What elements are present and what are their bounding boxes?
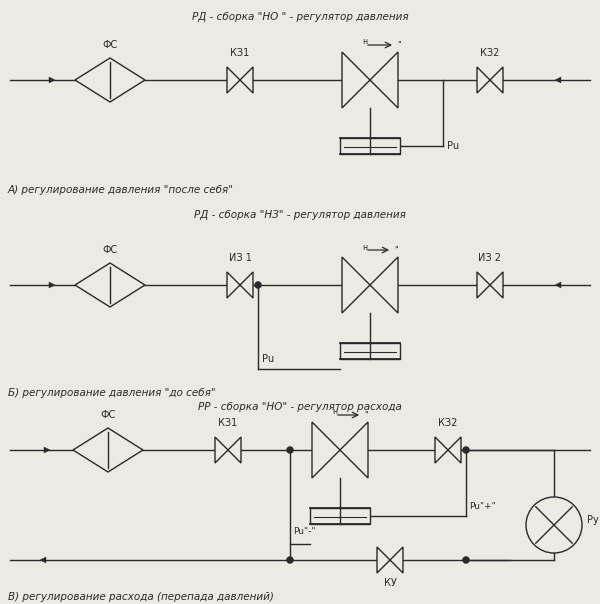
Text: А) регулирование давления "после себя": А) регулирование давления "после себя" xyxy=(8,185,234,195)
Text: н: н xyxy=(332,408,337,417)
Text: ФС: ФС xyxy=(103,40,118,50)
Polygon shape xyxy=(75,263,145,307)
Bar xyxy=(340,343,400,359)
Polygon shape xyxy=(390,547,403,573)
Polygon shape xyxy=(342,52,370,108)
Text: КЗ1: КЗ1 xyxy=(230,48,250,58)
Polygon shape xyxy=(477,67,490,93)
Polygon shape xyxy=(228,437,241,463)
Text: ": " xyxy=(394,245,398,254)
Text: ": " xyxy=(397,40,401,50)
Circle shape xyxy=(287,446,293,454)
Polygon shape xyxy=(377,547,390,573)
Text: Ру: Ру xyxy=(587,515,599,525)
Polygon shape xyxy=(370,52,398,108)
Text: РР - сборка "НО" - регулятор расхода: РР - сборка "НО" - регулятор расхода xyxy=(198,402,402,412)
Polygon shape xyxy=(342,257,370,313)
Polygon shape xyxy=(73,428,143,472)
Polygon shape xyxy=(227,272,240,298)
Polygon shape xyxy=(370,257,398,313)
Text: В) регулирование расхода (перепада давлений): В) регулирование расхода (перепада давле… xyxy=(8,592,274,602)
Bar xyxy=(310,508,370,524)
Polygon shape xyxy=(555,282,561,288)
Polygon shape xyxy=(240,67,253,93)
Text: РД - сборка "НЗ" - регулятор давления: РД - сборка "НЗ" - регулятор давления xyxy=(194,210,406,220)
Text: КЗ1: КЗ1 xyxy=(218,418,238,428)
Circle shape xyxy=(463,446,470,454)
Polygon shape xyxy=(240,272,253,298)
Circle shape xyxy=(526,497,582,553)
Polygon shape xyxy=(435,437,448,463)
Circle shape xyxy=(287,556,293,564)
Polygon shape xyxy=(340,422,368,478)
Text: РД - сборка "НО " - регулятор давления: РД - сборка "НО " - регулятор давления xyxy=(191,12,409,22)
Text: ФС: ФС xyxy=(103,245,118,255)
Text: КЗ2: КЗ2 xyxy=(439,418,458,428)
Text: ": " xyxy=(364,411,368,420)
Text: н: н xyxy=(362,242,367,251)
Polygon shape xyxy=(49,77,55,83)
Text: ИЗ 2: ИЗ 2 xyxy=(479,253,502,263)
Text: КУ: КУ xyxy=(383,578,397,588)
Polygon shape xyxy=(490,67,503,93)
Polygon shape xyxy=(40,557,46,563)
Polygon shape xyxy=(312,422,340,478)
Circle shape xyxy=(463,556,470,564)
Polygon shape xyxy=(448,437,461,463)
Text: Pu"-": Pu"-" xyxy=(293,527,316,536)
Text: Б) регулирование давления "до себя": Б) регулирование давления "до себя" xyxy=(8,388,215,398)
Text: Pu"+": Pu"+" xyxy=(469,502,496,511)
Polygon shape xyxy=(490,272,503,298)
Text: ИЗ 1: ИЗ 1 xyxy=(229,253,251,263)
Bar xyxy=(340,138,400,154)
Polygon shape xyxy=(44,447,50,453)
Text: КЗ2: КЗ2 xyxy=(481,48,500,58)
Polygon shape xyxy=(75,58,145,102)
Text: н: н xyxy=(362,37,367,47)
Text: Pu: Pu xyxy=(262,354,274,364)
Polygon shape xyxy=(227,67,240,93)
Text: Pu: Pu xyxy=(447,141,459,151)
Polygon shape xyxy=(477,272,490,298)
Polygon shape xyxy=(215,437,228,463)
Text: ФС: ФС xyxy=(100,410,116,420)
Polygon shape xyxy=(49,282,55,288)
Polygon shape xyxy=(555,77,561,83)
Circle shape xyxy=(254,281,262,289)
